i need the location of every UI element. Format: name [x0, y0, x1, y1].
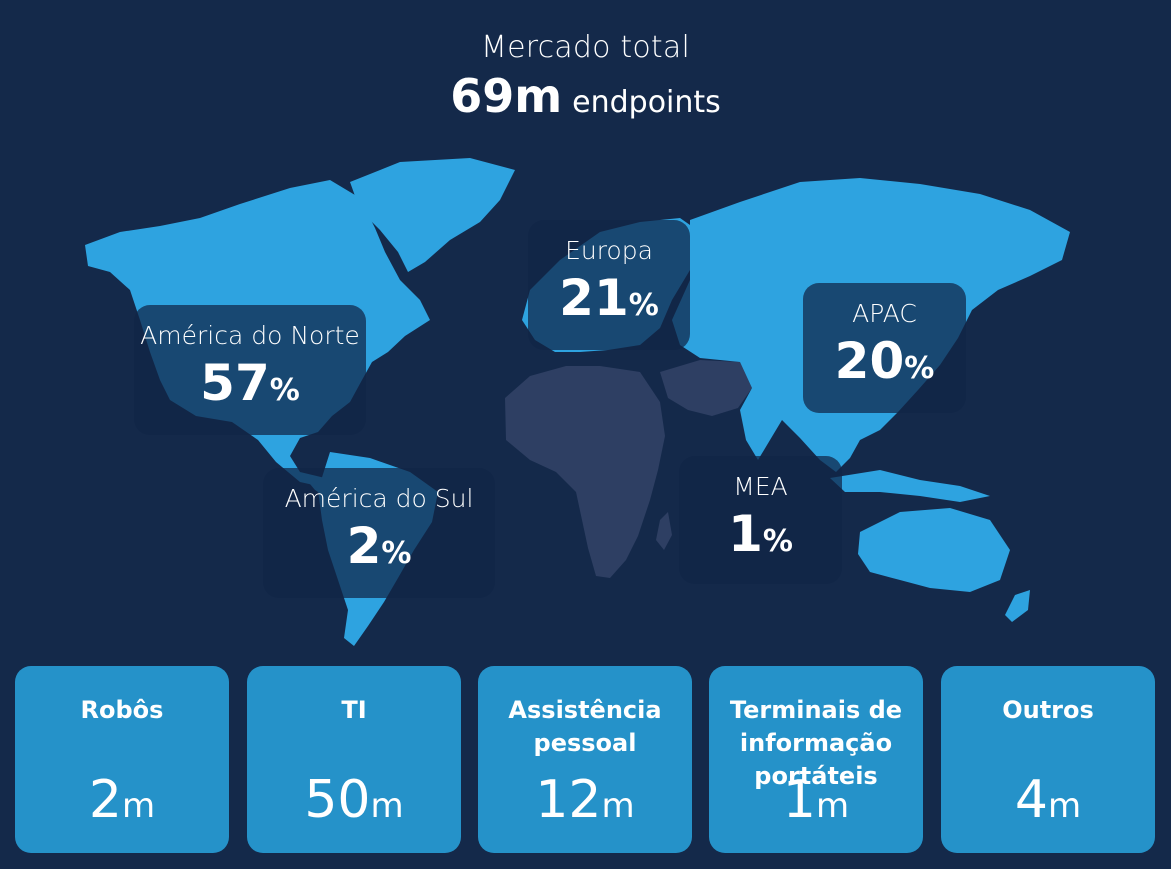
region-mea: MEA 1%	[679, 456, 842, 584]
segment-card-others: Outros 4m	[941, 666, 1155, 853]
segment-label: Outros	[1002, 696, 1094, 724]
region-value: 1%	[679, 505, 842, 563]
region-value-unit: %	[762, 524, 793, 559]
segment-value-number: 12	[535, 770, 602, 830]
region-name: APAC	[852, 299, 917, 328]
segment-card-it: TI 50m	[247, 666, 461, 853]
region-value-unit: %	[269, 373, 300, 408]
region-apac: APAC 20%	[803, 283, 966, 413]
region-south-america: América do Sul 2%	[263, 468, 495, 598]
region-name: América do Sul	[284, 484, 474, 513]
segment-value: 50m	[247, 770, 461, 830]
greenland-shape	[350, 158, 515, 272]
segment-value: 12m	[478, 770, 692, 830]
region-value-unit: %	[381, 536, 412, 571]
region-value-number: 1	[728, 505, 763, 563]
africa-shape	[505, 366, 665, 578]
segment-value-unit: m	[815, 786, 850, 826]
region-name: Europa	[565, 236, 653, 265]
segment-value-unit: m	[601, 786, 635, 826]
region-value-number: 57	[200, 354, 270, 412]
region-value: 2%	[263, 517, 495, 575]
new-zealand-shape	[1005, 590, 1030, 622]
middle-east-shape	[660, 360, 752, 416]
region-value: 20%	[803, 332, 966, 390]
segment-label: Assistência pessoal	[508, 696, 662, 757]
region-value-number: 21	[559, 269, 629, 327]
segment-value-number: 4	[1014, 770, 1048, 830]
australia-shape	[858, 508, 1010, 592]
region-north-america: América do Norte 57%	[134, 305, 366, 435]
segment-value-number: 2	[88, 770, 122, 830]
segment-value-unit: m	[1047, 786, 1082, 826]
segment-card-personal-assistance: Assistência pessoal 12m	[478, 666, 692, 853]
region-name: América do Norte	[140, 321, 360, 350]
segment-card-robots: Robôs 2m	[15, 666, 229, 853]
region-name: MEA	[733, 472, 788, 501]
segment-label: Robôs	[80, 696, 164, 724]
segment-label: Terminais de informação portáteis	[729, 696, 903, 790]
indonesia-shape	[830, 470, 990, 502]
region-value-unit: %	[904, 351, 935, 386]
market-total: 69m endpoints	[0, 69, 1171, 123]
region-value: 57%	[134, 354, 366, 412]
region-value-unit: %	[628, 288, 659, 323]
madagascar-shape	[656, 512, 672, 550]
region-europe: Europa 21%	[528, 220, 690, 350]
segment-value: 4m	[941, 770, 1155, 830]
market-total-unit: endpoints	[572, 85, 721, 120]
market-total-value: 69m	[450, 69, 563, 123]
region-value-number: 2	[346, 517, 382, 575]
segment-value-number: 50	[304, 770, 371, 830]
region-value-number: 20	[834, 332, 905, 390]
segment-card-portable-terminals: Terminais de informação portáteis 1m	[709, 666, 923, 853]
segment-value-unit: m	[121, 786, 156, 826]
segment-value: 2m	[15, 770, 229, 830]
segment-value: 1m	[709, 770, 923, 830]
region-value: 21%	[528, 269, 690, 327]
segment-label: TI	[341, 696, 367, 724]
segment-value-unit: m	[370, 786, 404, 826]
market-subtitle: Mercado total	[480, 30, 691, 65]
segment-value-number: 1	[782, 770, 816, 830]
market-header: Mercado total 69m endpoints	[0, 30, 1171, 123]
